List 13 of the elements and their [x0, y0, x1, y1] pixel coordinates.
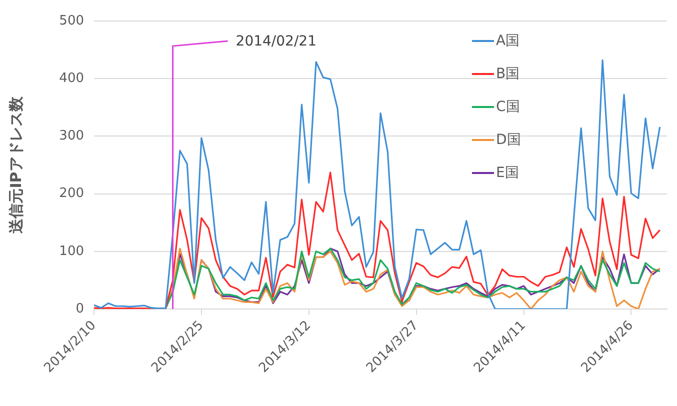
y-axis-title: 送信元IPアドレス数 — [6, 96, 25, 234]
ref-line-label: 2014/02/21 — [236, 34, 316, 50]
legend-label: D国 — [496, 130, 521, 148]
legend-label: A国 — [496, 32, 520, 50]
legend-label: B国 — [496, 64, 520, 82]
y-tick-label: 100 — [59, 244, 84, 259]
legend-label: C国 — [496, 98, 520, 116]
legend-label: E国 — [496, 164, 519, 182]
y-tick-label: 400 — [59, 70, 84, 86]
y-tick-label: 500 — [59, 13, 84, 28]
y-tick-label: 200 — [59, 186, 84, 202]
y-tick-label: 300 — [59, 128, 84, 144]
y-tick-label: 0 — [76, 301, 84, 316]
